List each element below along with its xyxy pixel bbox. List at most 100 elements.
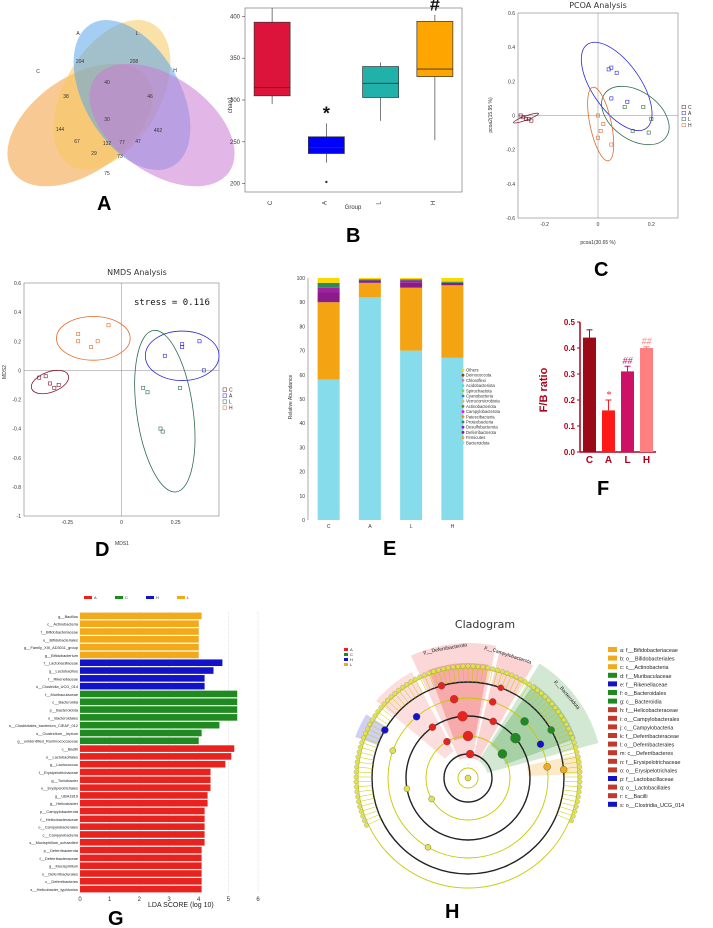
legend-swatch: [461, 399, 465, 403]
leaf-node: [570, 813, 576, 819]
leaf-node: [575, 799, 580, 805]
legend-label: A: [94, 595, 97, 600]
leaf-branch: [558, 810, 574, 817]
venn-region-value: 30: [104, 117, 110, 123]
group-legend-label: L: [350, 662, 353, 667]
box-H: [416, 21, 454, 77]
leaf-node: [357, 744, 363, 750]
clade-legend-swatch: [608, 681, 617, 687]
significance-mark: ##: [642, 337, 653, 348]
legend-label: H: [156, 595, 159, 600]
legend-label: Verrucomicrobiota: [466, 399, 500, 404]
leaf-node: [500, 669, 505, 674]
leaf-branch: [562, 793, 579, 798]
ytick-label: -1: [17, 514, 22, 520]
leaf-branch: [357, 761, 374, 765]
segment-Proteobacteria: [317, 282, 340, 288]
point-A: [614, 70, 619, 75]
leaf-node: [531, 684, 536, 690]
clade-sector: [478, 663, 599, 773]
leaf-node: [490, 666, 496, 672]
segment-Desulfobacterota: [317, 287, 340, 293]
clade-legend-label: e: f__Rikenellaceae: [620, 682, 667, 688]
venn-region-value: 73: [117, 154, 123, 160]
point-H: [95, 339, 100, 344]
legend-label: C: [688, 105, 692, 111]
leaf-node: [445, 665, 451, 671]
lda-bar: [80, 854, 202, 862]
lda-bar-label: f__Rikenellaceae: [48, 676, 78, 681]
segment-Firmicutes: [358, 282, 381, 298]
leaf-branch: [530, 693, 542, 706]
lda-bar-label: g__Bacillus: [58, 614, 78, 619]
leaf-node: [396, 687, 401, 693]
pcoa-plot: PCOA Analysis 0.6 0.4 0.2 0 -0.2 -0.4 -0.6 -0.2…: [488, 1, 692, 246]
group-legend-swatch: [344, 658, 348, 661]
lda-bar: [80, 885, 202, 893]
group-ellipse-L: [601, 85, 670, 146]
leaf-node: [372, 713, 378, 719]
point-A: [625, 99, 630, 104]
clade-node: [389, 747, 397, 754]
lda-bar: [80, 659, 223, 667]
clade-legend-swatch: [608, 672, 617, 678]
lda-bar-label: f__Lactobacillaceae: [44, 661, 78, 666]
leaf-node: [440, 666, 446, 672]
leaf-node: [364, 822, 369, 828]
legend-swatch: [146, 596, 154, 599]
clade-node: [497, 684, 505, 691]
venn-region-value: 204: [76, 59, 85, 65]
ytick-label: 0.1: [564, 422, 576, 431]
clade-legend-label: r: c__Bacilli: [620, 794, 648, 800]
clade-legend-swatch: [608, 776, 617, 781]
segment-Others: [400, 278, 423, 280]
xtick-label: 2: [138, 897, 142, 903]
cladogram: Cladogram p__Deferribacterota p__Campylob…: [344, 618, 684, 889]
ytick-label: -0.4: [506, 182, 515, 188]
ytick-label: 0.4: [508, 45, 515, 51]
clade-legend-label: b: o__Bifidobacteriales: [620, 657, 675, 663]
ytick-label: 250: [230, 140, 241, 146]
clade-node: [489, 698, 497, 706]
lda-bar: [80, 838, 205, 846]
taxonomy-ring: [405, 715, 531, 841]
group-ellipse-A: [144, 330, 220, 381]
leaf-node: [552, 705, 558, 711]
leaf-node: [470, 663, 476, 669]
clade-legend-swatch: [608, 793, 617, 799]
lda-bar-label: s__Clostridiales_bacterium_CIEAF_012: [9, 723, 78, 728]
legend-swatch: [681, 117, 686, 121]
pcoa-xlabel: pcoa1(30.65 %): [580, 240, 616, 246]
clade-node: [489, 717, 497, 726]
legend-swatch: [681, 111, 686, 115]
legend-label: Deinococcota: [466, 373, 492, 378]
xtick-label: 0: [78, 897, 82, 903]
leaf-node: [353, 769, 359, 775]
segment-Firmicutes: [441, 285, 464, 358]
segment-Proteobacteria: [358, 279, 381, 281]
point-H: [76, 332, 81, 336]
lda-bar: [80, 862, 202, 869]
group-legend-swatch: [344, 648, 348, 651]
significance-mark: *: [323, 103, 330, 123]
legend-swatch: [461, 405, 465, 408]
leaf-node: [388, 694, 394, 700]
group-ellipse-A: [580, 41, 653, 132]
point-A: [201, 368, 206, 373]
xtick-label: H: [643, 455, 650, 466]
lda-bar: [80, 643, 199, 651]
point-H: [596, 135, 600, 140]
leaf-node: [400, 684, 405, 690]
group-ellipse-H: [587, 86, 615, 162]
leaf-node: [355, 754, 361, 760]
leaf-node: [542, 694, 548, 700]
leaf-node: [450, 664, 456, 670]
segment-Bacteroidota: [317, 379, 340, 520]
panel-label-d: D: [95, 539, 109, 561]
clade-legend-label: m: c__Deferribacteres: [620, 751, 673, 757]
point-L: [158, 426, 163, 431]
ytick-label: 20: [299, 470, 305, 476]
leaf-branch: [509, 676, 517, 692]
lda-bar: [80, 815, 205, 823]
clade-legend-label: h: f__Helicobacteraceae: [620, 708, 678, 714]
